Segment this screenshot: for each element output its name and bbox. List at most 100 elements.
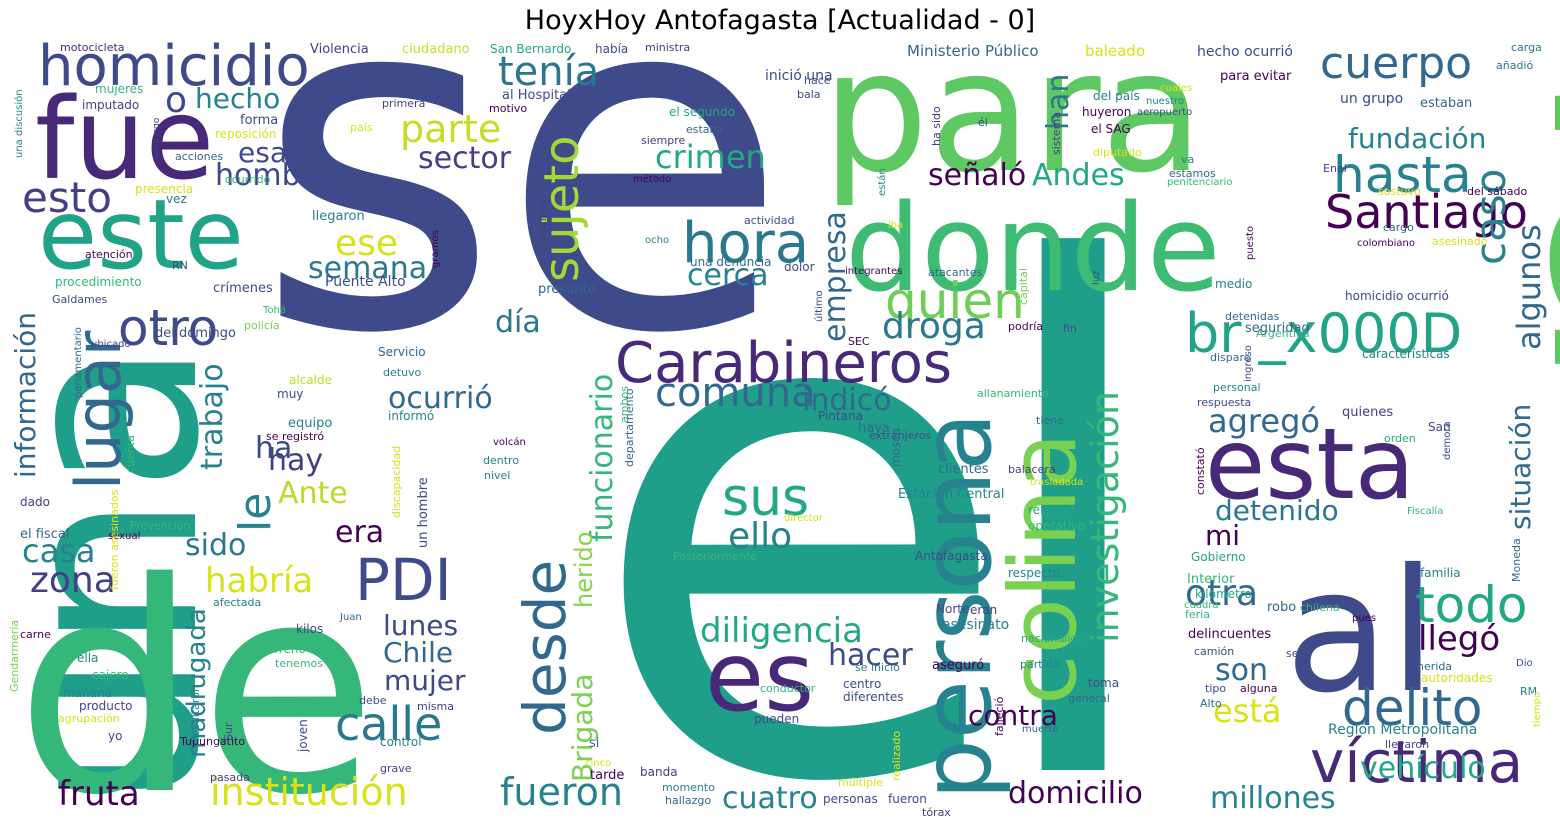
cloud-word: atención xyxy=(85,248,133,261)
cloud-word: momento xyxy=(662,781,715,794)
cloud-word: empresa xyxy=(818,211,853,342)
cloud-word: alcalde xyxy=(289,373,332,387)
cloud-word: para xyxy=(822,14,1204,210)
cloud-word: PDI xyxy=(355,546,452,614)
cloud-word: desde xyxy=(511,560,579,735)
cloud-word: se inició xyxy=(855,661,900,674)
cloud-word: para evitar xyxy=(1220,69,1292,84)
cloud-word: día xyxy=(495,305,541,340)
cloud-word: robo xyxy=(1267,600,1296,615)
cloud-word: cinco xyxy=(585,758,611,769)
cloud-word: luz xyxy=(1091,271,1102,285)
cloud-word: Interior xyxy=(1187,572,1235,587)
cloud-word: está xyxy=(1213,692,1282,730)
cloud-word: ocurrió xyxy=(388,381,493,416)
cloud-word: dolor xyxy=(784,260,815,274)
cloud-word: cerca xyxy=(687,258,769,293)
cloud-word: baleado xyxy=(1085,42,1145,60)
cloud-word: persona xyxy=(901,412,1013,800)
cloud-word: feria xyxy=(1185,608,1210,621)
cloud-word: eran xyxy=(970,603,997,617)
cloud-word: realizado xyxy=(890,731,903,781)
cloud-word: el xyxy=(585,121,1130,820)
cloud-word: domicilio xyxy=(1008,776,1143,811)
cloud-word: Juan xyxy=(339,612,362,623)
cloud-word: vez xyxy=(166,192,187,206)
cloud-word: método xyxy=(633,173,671,185)
cloud-word: Argentina xyxy=(1256,327,1310,340)
cloud-word: respecto xyxy=(1008,566,1060,580)
cloud-word: RM xyxy=(1520,685,1537,698)
cloud-word: equipo xyxy=(288,416,332,431)
cloud-word: hay xyxy=(268,443,323,478)
cloud-word: Galdames xyxy=(52,293,108,306)
cloud-word: control xyxy=(380,735,422,749)
cloud-word: tipo xyxy=(1205,682,1226,695)
cloud-word: múltiple xyxy=(838,776,883,789)
cloud-word: relación xyxy=(1028,503,1076,517)
cloud-word: Fiscalía xyxy=(1407,505,1443,517)
cloud-word: personas xyxy=(823,792,878,806)
cloud-word: ello xyxy=(728,516,792,557)
cloud-word: discapacidad xyxy=(390,446,403,518)
cloud-word: operativo xyxy=(1028,519,1085,533)
cloud-word: acciones xyxy=(175,150,223,163)
cloud-word: homicidio ocurrió xyxy=(1345,289,1449,303)
cloud-word: crimen xyxy=(655,138,766,176)
cloud-word: Sur xyxy=(222,722,235,741)
cloud-word: joven xyxy=(296,719,310,753)
cloud-word: fueron asesinados xyxy=(108,489,121,590)
cloud-word: va xyxy=(1181,153,1194,166)
cloud-word: millones xyxy=(1210,781,1336,816)
cloud-word: debe xyxy=(359,694,387,707)
cloud-word: ha xyxy=(255,431,292,466)
cloud-word: diligencia xyxy=(700,611,863,651)
cloud-word: nacionalidad xyxy=(1021,632,1091,645)
cloud-word: llegaron xyxy=(312,209,365,224)
cloud-word: el fiscal xyxy=(20,527,69,542)
cloud-word: mi xyxy=(1205,519,1240,552)
cloud-word: un grupo xyxy=(1340,91,1403,107)
cloud-word: de xyxy=(15,522,378,820)
cloud-word: podría xyxy=(1008,320,1043,333)
cloud-word: esa xyxy=(238,136,287,169)
cloud-word: kilos xyxy=(296,622,323,636)
cloud-word: asesinato xyxy=(942,617,1009,633)
cloud-word: llevaron xyxy=(1385,738,1429,751)
cloud-word: una xyxy=(0,340,254,810)
cloud-word: director xyxy=(784,513,824,524)
cloud-word: vehículo xyxy=(1360,751,1486,786)
cloud-word: Posteriormente xyxy=(673,550,757,563)
cloud-word: tenemos xyxy=(275,657,323,670)
cloud-word: una discusión xyxy=(13,89,25,158)
cloud-word: tiempo xyxy=(1532,692,1543,727)
cloud-word: balacera xyxy=(1008,463,1056,476)
cloud-word: tarde xyxy=(590,768,624,783)
cloud-word: Carabineros xyxy=(615,331,952,396)
cloud-word: hacer xyxy=(828,638,913,673)
cloud-word: Prevención xyxy=(130,519,191,532)
cloud-word: cuenta xyxy=(124,435,137,473)
cloud-word: donde xyxy=(845,180,1221,319)
cloud-word: orden xyxy=(1384,432,1416,445)
cloud-word: hace xyxy=(804,74,831,87)
cloud-word: madrugada xyxy=(182,608,212,758)
cloud-word: cajero xyxy=(92,668,129,682)
cloud-word: fueron xyxy=(888,792,927,806)
cloud-word: disparo xyxy=(1210,351,1251,364)
cloud-word: delito xyxy=(1342,679,1482,737)
cloud-word: otra xyxy=(1185,573,1258,614)
cloud-word: han xyxy=(1041,74,1076,130)
cloud-word: sus xyxy=(722,468,809,528)
cloud-word: mañana xyxy=(63,686,112,700)
cloud-word: algunos xyxy=(1510,224,1548,350)
cloud-word: cuatro xyxy=(722,781,818,816)
cloud-word: departamento xyxy=(623,388,636,467)
cloud-word: tórax xyxy=(922,806,951,819)
cloud-word: Gobierno xyxy=(1191,550,1246,564)
cloud-word: parlamentario xyxy=(73,327,84,398)
cloud-word: sector xyxy=(418,141,512,176)
cloud-word: ciudadano xyxy=(402,42,470,57)
cloud-word: Tupungatito xyxy=(179,735,245,748)
cloud-word: diferentes xyxy=(843,690,904,704)
